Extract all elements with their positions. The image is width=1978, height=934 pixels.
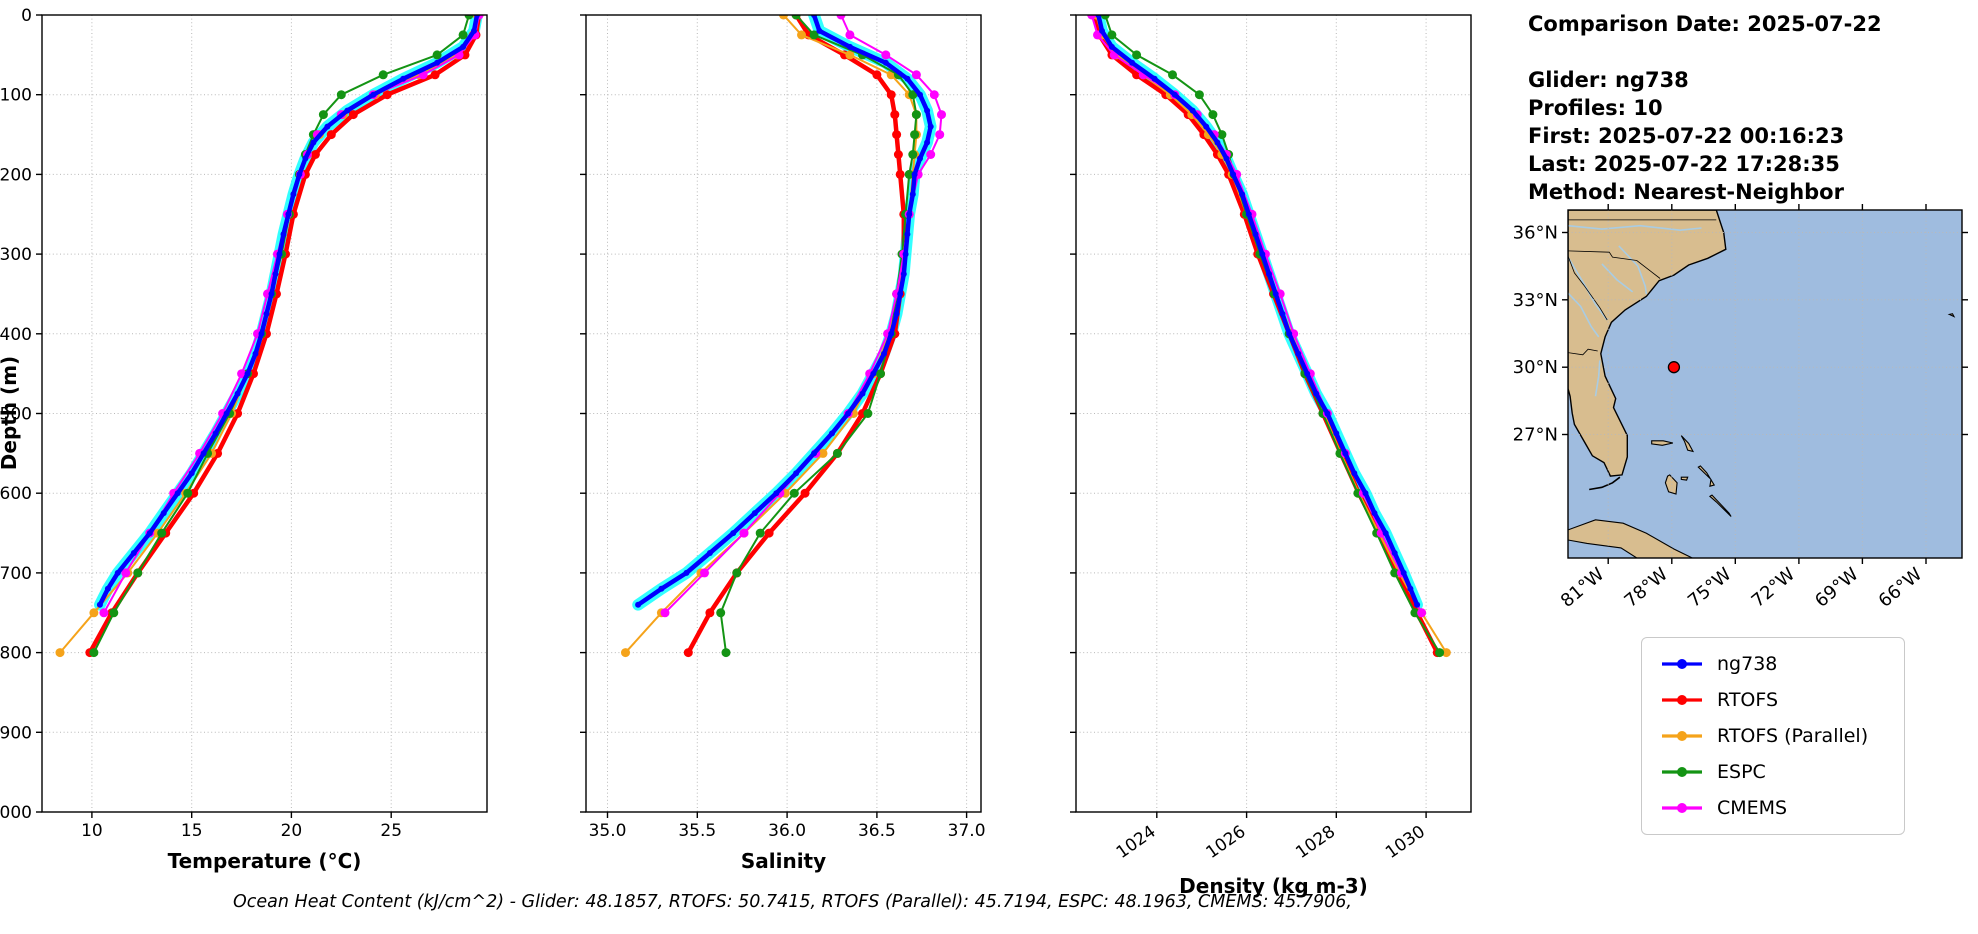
map-river bbox=[1568, 292, 1600, 338]
map-river bbox=[1618, 245, 1648, 295]
map-island bbox=[1708, 494, 1732, 517]
legend-label: CMEMS bbox=[1717, 797, 1788, 819]
x-tick-label: 10 bbox=[81, 821, 103, 841]
x-tick-label: 37.0 bbox=[948, 821, 986, 841]
map-lon-label: 69°W bbox=[1811, 564, 1863, 612]
legend-label: RTOFS (Parallel) bbox=[1717, 725, 1869, 747]
ocean-heat-content-caption: Ocean Heat Content (kJ/cm^2) - Glider: 4… bbox=[233, 892, 1352, 912]
map-land-coastline bbox=[1568, 210, 1727, 477]
depth-tick-label: 0 bbox=[21, 6, 32, 26]
x-tick-label: 35.5 bbox=[678, 821, 716, 841]
legend-label: RTOFS bbox=[1717, 689, 1779, 711]
legend-item: ESPC bbox=[1642, 754, 1904, 790]
series-CMEMS bbox=[660, 15, 946, 618]
profiles-count-text: Profiles: 10 bbox=[1528, 96, 1663, 120]
x-tick-label: 36.0 bbox=[768, 821, 806, 841]
spacer bbox=[1528, 38, 1882, 66]
map-river bbox=[1601, 263, 1634, 293]
map-lat-label: 33°N bbox=[1513, 290, 1558, 311]
x-tick-label: 1026 bbox=[1203, 822, 1250, 863]
x-tick-label: 1030 bbox=[1382, 822, 1429, 863]
x-tick-label: 1024 bbox=[1113, 822, 1160, 863]
series-ng738 bbox=[635, 15, 934, 608]
map-lon-label: 66°W bbox=[1875, 564, 1927, 612]
map-lon-label: 75°W bbox=[1684, 564, 1736, 612]
legend-line-swatch bbox=[1662, 659, 1702, 669]
depth-tick-label: 600 bbox=[0, 484, 32, 504]
legend-line-swatch bbox=[1662, 803, 1702, 813]
density-panel: 1024 1026 1028 1030 Density (kg m-3) bbox=[1070, 14, 1472, 898]
legend-box: ng738 RTOFS RTOFS (Parallel) ESPC CMEMS bbox=[1641, 637, 1905, 835]
map-island bbox=[1568, 519, 1694, 558]
map-island bbox=[1651, 440, 1674, 446]
map-river bbox=[1594, 360, 1601, 397]
map-river bbox=[1568, 224, 1702, 232]
glider-name-text: Glider: ng738 bbox=[1528, 68, 1689, 92]
map-state-border bbox=[1568, 250, 1661, 279]
map-lat-label: 30°N bbox=[1513, 357, 1558, 378]
legend-line-swatch bbox=[1662, 695, 1702, 705]
series-ng738-halo bbox=[94, 15, 483, 611]
x-tick-label: 36.5 bbox=[858, 821, 896, 841]
legend-item: CMEMS bbox=[1642, 790, 1904, 826]
legend-item: ng738 bbox=[1642, 646, 1904, 682]
x-tick-label: 25 bbox=[380, 821, 402, 841]
depth-tick-label: 300 bbox=[0, 245, 32, 265]
series-ng738 bbox=[96, 15, 480, 608]
depth-tick-label: 100 bbox=[0, 86, 32, 106]
legend-line-swatch bbox=[1662, 767, 1702, 777]
depth-tick-label: 900 bbox=[0, 723, 32, 743]
legend-label: ESPC bbox=[1717, 761, 1766, 783]
temperature-panel: 10 15 20 25 0 100 200 300 400 500 600 700 800 900 1000… bbox=[0, 6, 488, 873]
map-state-border bbox=[1568, 348, 1598, 356]
map-lat-label: 36°N bbox=[1513, 223, 1558, 244]
x-tick-label: 1028 bbox=[1292, 822, 1339, 863]
comparison-date-text: Comparison Date: 2025-07-22 bbox=[1528, 12, 1882, 36]
depth-tick-label: 200 bbox=[0, 165, 32, 185]
map-lon-label: 72°W bbox=[1748, 564, 1800, 612]
legend-item: RTOFS (Parallel) bbox=[1642, 718, 1904, 754]
legend-item: RTOFS bbox=[1642, 682, 1904, 718]
series-ng738 bbox=[1095, 15, 1421, 608]
method-text: Method: Nearest-Neighbor bbox=[1528, 180, 1844, 204]
map-lat-label: 27°N bbox=[1513, 425, 1558, 446]
depth-tick-label: 800 bbox=[0, 644, 32, 664]
legend-line-swatch bbox=[1662, 731, 1702, 741]
map-florida-keys bbox=[1589, 476, 1621, 491]
depth-tick-label: 500 bbox=[0, 405, 32, 425]
salinity-panel: 35.0 35.5 36.0 36.5 37.0 Salinity bbox=[580, 14, 986, 873]
map-lon-label: 78°W bbox=[1620, 564, 1672, 612]
map-island bbox=[1664, 474, 1678, 495]
temperature-axis-title: Temperature (°C) bbox=[168, 849, 362, 873]
map-lon-label: 81°W bbox=[1557, 564, 1609, 612]
map-state-border bbox=[1568, 255, 1608, 321]
first-profile-time-text: First: 2025-07-22 00:16:23 bbox=[1528, 124, 1845, 148]
legend-label: ng738 bbox=[1717, 653, 1778, 675]
x-tick-label: 15 bbox=[181, 821, 203, 841]
depth-tick-label: 400 bbox=[0, 325, 32, 345]
location-map: 36°N 33°N 30°N 27°N 81°W 78°W 75°W 72°W 69°W 66°W bbox=[1513, 204, 1968, 612]
map-island bbox=[1680, 435, 1695, 453]
x-tick-label: 20 bbox=[281, 821, 303, 841]
density-axis-title: Density (kg m-3) bbox=[1179, 874, 1368, 898]
depth-axis-title: Depth (m) bbox=[0, 356, 21, 470]
map-island bbox=[1697, 465, 1716, 487]
metadata-panel: Comparison Date: 2025-07-22 Glider: ng73… bbox=[1528, 10, 1882, 206]
map-island bbox=[1947, 313, 1956, 318]
map-island bbox=[1680, 476, 1689, 481]
salinity-axis-title: Salinity bbox=[741, 849, 826, 873]
last-profile-time-text: Last: 2025-07-22 17:28:35 bbox=[1528, 152, 1840, 176]
depth-tick-label: 700 bbox=[0, 564, 32, 584]
glider-location-marker bbox=[1667, 361, 1681, 374]
x-tick-label: 35.0 bbox=[589, 821, 627, 841]
depth-tick-label: 1000 bbox=[0, 803, 32, 823]
